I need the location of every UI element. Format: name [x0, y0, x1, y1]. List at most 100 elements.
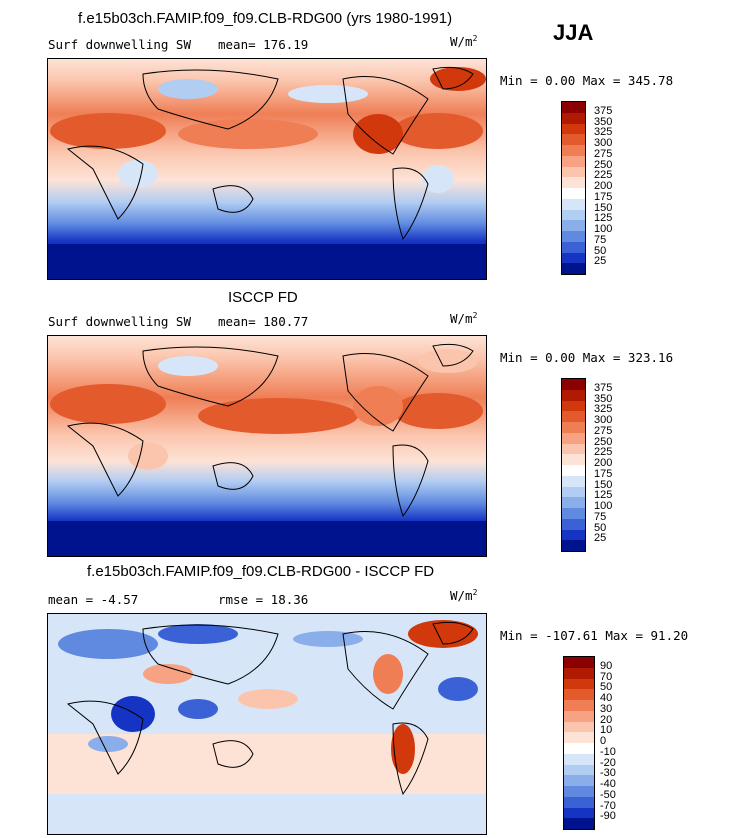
panel-1-minmax: Min = 0.00 Max = 345.78	[500, 73, 674, 88]
colorbar-swatch	[562, 188, 585, 199]
panel-2-units: W/m2	[450, 311, 478, 327]
colorbar-swatch	[562, 263, 585, 274]
colorbar-tick-label: 300	[594, 414, 613, 426]
colorbar-swatch	[562, 497, 585, 508]
colorbar-swatch	[562, 102, 585, 113]
colorbar-swatch	[562, 389, 585, 401]
colorbar-swatch	[562, 379, 585, 390]
colorbar-tick-label: -30	[600, 767, 616, 780]
colorbar-swatch	[562, 422, 585, 433]
panel-1-variable-label: Surf downwelling SW	[48, 37, 191, 52]
panel-2-colorbar	[561, 378, 586, 552]
colorbar-tick-label: 150	[594, 478, 613, 491]
colorbar-tick-label: 30	[600, 702, 613, 715]
colorbar-swatch	[562, 134, 585, 145]
colorbar-tick-label: 350	[594, 115, 613, 128]
colorbar-swatch	[562, 123, 585, 135]
colorbar-swatch	[562, 252, 585, 264]
panel-1-mean: mean= 176.19	[218, 37, 309, 52]
colorbar-tick-label: 50	[600, 681, 613, 694]
colorbar-tick-label: 75	[594, 233, 607, 246]
panel-2-mean: mean= 180.77	[218, 314, 309, 329]
colorbar-tick-label: 10	[600, 724, 613, 737]
colorbar-swatch	[564, 807, 594, 819]
colorbar-swatch	[562, 486, 585, 498]
colorbar-swatch	[564, 796, 594, 808]
colorbar-tick-label: 275	[594, 424, 613, 437]
colorbar-tick-label: 200	[594, 457, 613, 469]
colorbar-tick-label: 125	[594, 489, 613, 502]
colorbar-tick-label: 150	[594, 201, 613, 214]
panel-2-colorbar-swatches	[562, 379, 585, 551]
colorbar-tick-label: -20	[600, 756, 616, 769]
panel-3-units: W/m2	[450, 588, 478, 604]
colorbar-swatch	[564, 775, 594, 786]
colorbar-tick-label: -70	[600, 799, 616, 812]
colorbar-swatch	[562, 198, 585, 210]
panel-3-minmax: Min = -107.61 Max = 91.20	[500, 628, 689, 643]
colorbar-tick-label: 25	[594, 255, 607, 268]
colorbar-tick-label: 40	[600, 692, 613, 704]
panel-3-rmse: rmse = 18.36	[218, 592, 309, 607]
colorbar-tick-label: 375	[594, 104, 613, 117]
colorbar-tick-label: 100	[594, 223, 613, 235]
colorbar-tick-label: 225	[594, 446, 613, 459]
colorbar-swatch	[562, 508, 585, 519]
colorbar-tick-label: 75	[594, 510, 607, 523]
colorbar-swatch	[564, 678, 594, 690]
colorbar-tick-label: 0	[600, 735, 607, 747]
colorbar-swatch	[564, 818, 594, 829]
colorbar-tick-label: 125	[594, 212, 613, 225]
colorbar-tick-label: 250	[594, 435, 613, 448]
colorbar-swatch	[562, 411, 585, 422]
colorbar-swatch	[564, 764, 594, 776]
colorbar-tick-label: 175	[594, 467, 613, 480]
colorbar-swatch	[562, 518, 585, 530]
colorbar-swatch	[562, 475, 585, 487]
colorbar-tick-label: 250	[594, 158, 613, 171]
colorbar-tick-label: 175	[594, 190, 613, 203]
colorbar-tick-label: 275	[594, 147, 613, 160]
panel-3-colorbar-swatches	[564, 657, 594, 829]
colorbar-swatch	[564, 732, 594, 743]
colorbar-swatch	[564, 689, 594, 700]
colorbar-swatch	[562, 443, 585, 455]
panel-3-colorbar	[563, 656, 595, 830]
panel-3-map	[47, 613, 487, 835]
panel-2-variable-label: Surf downwelling SW	[48, 314, 191, 329]
colorbar-tick-label: 70	[600, 670, 613, 683]
colorbar-tick-label: -10	[600, 745, 616, 758]
colorbar-tick-label: 50	[594, 521, 607, 534]
colorbar-swatch	[562, 145, 585, 156]
colorbar-swatch	[562, 112, 585, 124]
panel-1-map	[47, 58, 487, 280]
colorbar-swatch	[564, 721, 594, 733]
colorbar-swatch	[562, 400, 585, 412]
panel-1-units: W/m2	[450, 34, 478, 50]
colorbar-swatch	[562, 529, 585, 541]
panel-3-mean: mean = -4.57	[48, 592, 139, 607]
panel-1-colorbar-swatches	[562, 102, 585, 274]
colorbar-swatch	[562, 155, 585, 167]
colorbar-tick-label: 20	[600, 713, 613, 726]
colorbar-tick-label: -90	[600, 810, 616, 823]
colorbar-tick-label: 100	[594, 500, 613, 512]
colorbar-swatch	[562, 540, 585, 551]
colorbar-swatch	[562, 241, 585, 253]
panel-3-title: f.e15b03ch.FAMIP.f09_f09.CLB-RDG00 - ISC…	[87, 563, 435, 580]
colorbar-tick-label: -50	[600, 788, 616, 801]
panel-2-title: ISCCP FD	[228, 289, 298, 306]
panel-1-title: f.e15b03ch.FAMIP.f09_f09.CLB-RDG00 (yrs …	[78, 10, 453, 27]
colorbar-tick-label: 200	[594, 180, 613, 192]
colorbar-swatch	[564, 786, 594, 797]
colorbar-swatch	[562, 166, 585, 178]
colorbar-tick-label: 375	[594, 381, 613, 394]
colorbar-swatch	[564, 753, 594, 765]
colorbar-swatch	[564, 743, 594, 754]
panel-2-minmax: Min = 0.00 Max = 323.16	[500, 350, 674, 365]
colorbar-swatch	[562, 177, 585, 188]
colorbar-swatch	[562, 454, 585, 465]
panel-1-colorbar	[561, 101, 586, 275]
colorbar-tick-label: 300	[594, 137, 613, 149]
colorbar-tick-label: 325	[594, 403, 613, 416]
